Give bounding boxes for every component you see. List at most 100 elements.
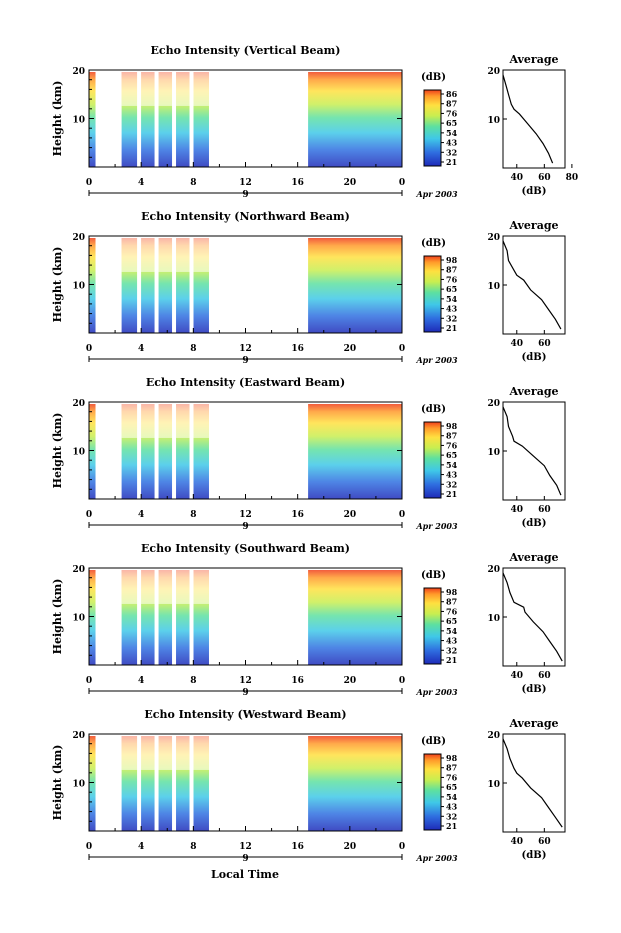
avg-frame <box>502 567 566 667</box>
avg-x-tick-label: 60 <box>538 837 551 847</box>
x-tick-label: 4 <box>138 344 144 354</box>
avg-title: Average <box>508 219 558 232</box>
colorbar-tick-label: 32 <box>446 811 457 821</box>
colorbar <box>423 89 442 167</box>
avg-x-tick-label: 40 <box>511 671 524 681</box>
colorbar-tick-label: 76 <box>446 440 458 450</box>
x-tick-label: 0 <box>86 178 92 188</box>
colorbar <box>423 587 442 665</box>
avg-xlabel: (dB) <box>522 186 547 197</box>
heatmap-gap <box>137 72 142 167</box>
colorbar-tick-label: 43 <box>446 802 458 812</box>
heatmap-sparse-upper <box>121 238 209 272</box>
avg-frame <box>502 401 566 501</box>
colorbar-title: (dB) <box>421 72 446 83</box>
colorbar-title: (dB) <box>421 238 446 249</box>
colorbar-tick-label: 54 <box>446 460 458 470</box>
panel-title: Echo Intensity (Westward Beam) <box>144 708 346 721</box>
colorbar-tick-label: 32 <box>446 479 457 489</box>
colorbar-tick-label: 98 <box>446 255 458 265</box>
heatmap-gap <box>154 570 159 665</box>
x-tick-label: 12 <box>239 842 252 852</box>
panel-title: Echo Intensity (Vertical Beam) <box>150 44 340 57</box>
colorbar-tick-label: 98 <box>446 753 458 763</box>
avg-x-tick-label: 60 <box>538 339 551 349</box>
colorbar-tick-label: 87 <box>446 265 457 275</box>
colorbar-tick-label: 43 <box>446 470 458 480</box>
heatmap-block <box>89 72 96 167</box>
colorbar-tick-label: 21 <box>446 157 457 167</box>
x-tick-label: 0 <box>86 344 92 354</box>
heatmap-gap <box>189 72 194 167</box>
x-tick-label: 0 <box>399 842 405 852</box>
panel-5: Echo Intensity (Westward Beam) 10 20 Height… <box>51 708 566 864</box>
heatmap-gap <box>154 736 159 831</box>
avg-title: Average <box>508 53 558 66</box>
heatmap-gap <box>172 570 177 665</box>
avg-profile-line <box>502 406 562 496</box>
avg-y-tick-label: 10 <box>487 282 500 292</box>
heatmap-block <box>89 570 96 665</box>
date-label: Apr 2003 <box>415 189 458 199</box>
colorbar-tick-label: 87 <box>446 99 457 109</box>
heatmap-gap <box>154 72 159 167</box>
colorbar-title: (dB) <box>421 404 446 415</box>
colorbar-tick-label: 76 <box>446 274 458 284</box>
avg-x-tick-label: 60 <box>538 173 551 183</box>
heatmap-gap <box>137 736 142 831</box>
y-tick-label: 20 <box>72 233 85 243</box>
colorbar-tick-label: 65 <box>446 450 457 460</box>
avg-y-tick-label: 20 <box>487 399 500 409</box>
avg-xlabel: (dB) <box>522 684 547 695</box>
heatmap-gap <box>189 404 194 499</box>
avg-y-tick-label: 10 <box>487 614 500 624</box>
colorbar-title: (dB) <box>421 570 446 581</box>
date-marker: 9 <box>242 356 248 366</box>
colorbar-tick-label: 43 <box>446 636 458 646</box>
colorbar-tick-label: 87 <box>446 763 457 773</box>
avg-title: Average <box>508 385 558 398</box>
avg-x-tick-label: 60 <box>538 505 551 515</box>
colorbar-tick-label: 21 <box>446 821 457 831</box>
heatmap-sparse-upper <box>121 570 209 604</box>
avg-y-tick-label: 10 <box>487 116 500 126</box>
avg-y-tick-label: 20 <box>487 233 500 243</box>
avg-profile-line <box>502 738 563 828</box>
y-tick-label: 10 <box>72 282 85 292</box>
avg-title: Average <box>508 551 558 564</box>
x-tick-label: 8 <box>190 676 196 686</box>
x-tick-label: 16 <box>291 344 304 354</box>
x-tick-label: 0 <box>399 178 405 188</box>
x-tick-label: 0 <box>86 842 92 852</box>
x-tick-label: 20 <box>344 842 357 852</box>
x-tick-label: 0 <box>86 510 92 520</box>
x-tick-label: 12 <box>239 344 252 354</box>
panel-3: Echo Intensity (Eastward Beam) 10 20 Height… <box>51 376 566 532</box>
colorbar-tick-label: 54 <box>446 128 458 138</box>
avg-title: Average <box>508 717 558 730</box>
x-tick-label: 12 <box>239 510 252 520</box>
colorbar-tick-label: 65 <box>446 118 457 128</box>
colorbar-tick-label: 86 <box>446 89 458 99</box>
panel-title: Echo Intensity (Northward Beam) <box>141 210 350 223</box>
y-tick-label: 10 <box>72 448 85 458</box>
x-tick-label: 8 <box>190 178 196 188</box>
panel-2: Echo Intensity (Northward Beam) 10 20 Heigh… <box>51 210 566 366</box>
x-tick-label: 20 <box>344 178 357 188</box>
x-tick-label: 20 <box>344 676 357 686</box>
y-axis-label: Height (km) <box>51 745 64 821</box>
figure-xlabel: Local Time <box>211 868 279 881</box>
date-label: Apr 2003 <box>415 355 458 365</box>
colorbar-tick-label: 65 <box>446 782 457 792</box>
heatmap-block <box>89 736 96 831</box>
avg-y-tick-label: 20 <box>487 565 500 575</box>
panel-1: Echo Intensity (Vertical Beam) 10 20 Height… <box>51 44 578 200</box>
colorbar-tick-label: 87 <box>446 597 457 607</box>
x-tick-label: 16 <box>291 676 304 686</box>
x-tick-label: 16 <box>291 178 304 188</box>
colorbar-tick-label: 54 <box>446 792 458 802</box>
avg-x-tick-label: 40 <box>511 505 524 515</box>
heatmap-block <box>308 238 402 333</box>
avg-x-tick-label: 40 <box>511 837 524 847</box>
